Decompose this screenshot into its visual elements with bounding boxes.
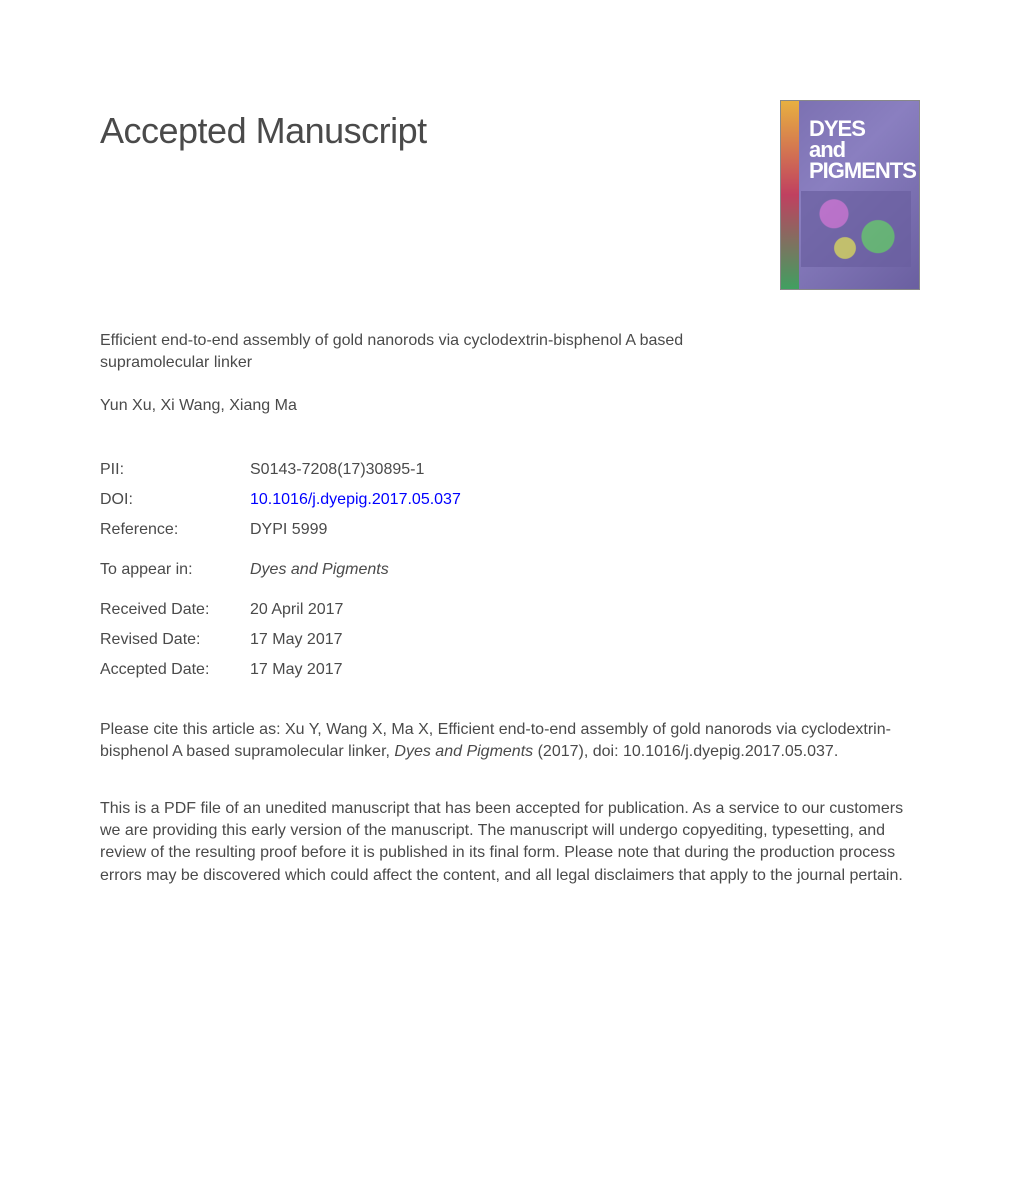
doi-label: DOI: <box>100 485 250 515</box>
doi-link[interactable]: 10.1016/j.dyepig.2017.05.037 <box>250 491 461 508</box>
meta-row-reference: Reference: DYPI 5999 <box>100 515 461 545</box>
revised-value: 17 May 2017 <box>250 625 461 655</box>
accepted-value: 17 May 2017 <box>250 655 461 685</box>
reference-value: DYPI 5999 <box>250 515 461 545</box>
meta-row-appear: To appear in: Dyes and Pigments <box>100 555 461 585</box>
cover-title-line3: PIGMENTS <box>809 158 916 183</box>
authors: Yun Xu, Xi Wang, Xiang Ma <box>100 397 920 415</box>
received-label: Received Date: <box>100 595 250 625</box>
meta-row-accepted: Accepted Date: 17 May 2017 <box>100 655 461 685</box>
pii-value: S0143-7208(17)30895-1 <box>250 455 461 485</box>
cover-spine-band <box>781 101 799 289</box>
received-value: 20 April 2017 <box>250 595 461 625</box>
header-row: Accepted Manuscript DYES and PIGMENTS <box>100 110 920 290</box>
metadata-table: PII: S0143-7208(17)30895-1 DOI: 10.1016/… <box>100 455 461 685</box>
revised-label: Revised Date: <box>100 625 250 655</box>
reference-label: Reference: <box>100 515 250 545</box>
appear-label: To appear in: <box>100 555 250 585</box>
meta-row-pii: PII: S0143-7208(17)30895-1 <box>100 455 461 485</box>
article-title: Efficient end-to-end assembly of gold na… <box>100 330 740 375</box>
journal-cover-thumbnail: DYES and PIGMENTS <box>780 100 920 290</box>
accepted-label: Accepted Date: <box>100 655 250 685</box>
cover-artwork <box>801 191 911 267</box>
meta-row-received: Received Date: 20 April 2017 <box>100 595 461 625</box>
page-heading: Accepted Manuscript <box>100 110 427 152</box>
appear-value: Dyes and Pigments <box>250 561 389 578</box>
citation-suffix: (2017), doi: 10.1016/j.dyepig.2017.05.03… <box>533 743 838 760</box>
cover-title: DYES and PIGMENTS <box>809 119 909 182</box>
meta-row-revised: Revised Date: 17 May 2017 <box>100 625 461 655</box>
meta-row-doi: DOI: 10.1016/j.dyepig.2017.05.037 <box>100 485 461 515</box>
citation-journal: Dyes and Pigments <box>394 743 533 760</box>
disclaimer-paragraph: This is a PDF file of an unedited manusc… <box>100 798 920 888</box>
citation-paragraph: Please cite this article as: Xu Y, Wang … <box>100 719 900 764</box>
pii-label: PII: <box>100 455 250 485</box>
